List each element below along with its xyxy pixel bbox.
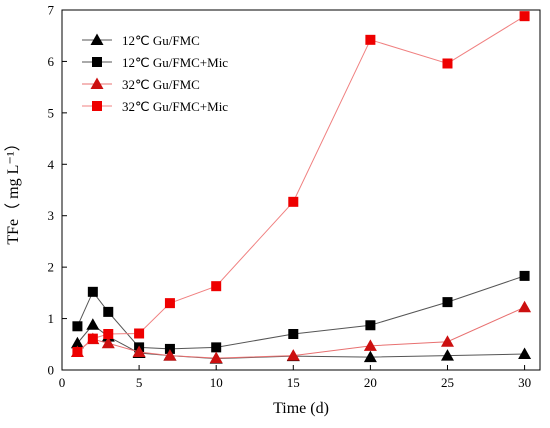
legend-item-1: 12℃ Gu/FMC (82, 33, 200, 48)
x-tick-label: 15 (287, 375, 300, 390)
data-point (440, 335, 454, 347)
series-4 (72, 11, 530, 357)
series-line (76, 275, 525, 350)
data-point (365, 34, 376, 45)
legend-label: 32℃ Gu/FMC (122, 77, 200, 92)
legend-label: 12℃ Gu/FMC+Mic (122, 55, 228, 70)
data-point (363, 339, 377, 351)
y-axis-title: TFe（ mg L⁻¹） (4, 135, 22, 244)
y-tick-label: 5 (48, 105, 55, 120)
plot-frame (61, 9, 541, 371)
series-line (77, 15, 525, 353)
data-point (134, 328, 145, 339)
data-point (519, 11, 530, 22)
x-tick-label: 0 (59, 375, 66, 390)
data-point (163, 349, 177, 361)
data-point (440, 349, 454, 361)
data-point (209, 351, 223, 364)
y-tick-label: 1 (48, 311, 55, 326)
data-point (164, 298, 175, 309)
legend-item-2: 12℃ Gu/FMC+Mic (82, 55, 228, 70)
series-layer (70, 11, 532, 364)
data-point (70, 336, 84, 349)
data-point (72, 347, 83, 357)
legend-label: 32℃ Gu/FMC+Mic (122, 99, 228, 114)
y-tick-label: 3 (48, 208, 55, 223)
legend-marker (92, 101, 102, 111)
legend-marker (90, 77, 104, 89)
y-tick-label: 4 (48, 157, 55, 172)
data-point (286, 349, 300, 361)
legend-item-3: 32℃ Gu/FMC (82, 77, 200, 92)
data-point (442, 58, 453, 69)
legend-label: 12℃ Gu/FMC (122, 33, 200, 48)
data-point (164, 343, 175, 354)
data-point (518, 300, 532, 313)
data-point (103, 306, 114, 317)
data-point (442, 297, 453, 308)
data-point (87, 333, 98, 344)
series-2 (72, 270, 530, 354)
data-point (211, 342, 222, 353)
data-point (87, 286, 98, 297)
x-axis-title: Time (d) (273, 400, 329, 417)
legend-item-4: 32℃ Gu/FMC+Mic (82, 99, 228, 114)
axis-ticks: 0 5 10 15 20 25 30 0 1 2 3 4 5 6 7 (48, 3, 532, 391)
x-tick-label: 20 (364, 375, 377, 390)
y-tick-label: 0 (48, 363, 55, 378)
series-line (77, 324, 525, 360)
data-point (72, 321, 83, 332)
legend-marker (90, 33, 104, 45)
plot-area-border (61, 9, 541, 371)
x-tick-label: 30 (518, 375, 531, 390)
x-tick-label: 25 (441, 375, 454, 390)
data-point (288, 196, 299, 207)
y-tick-label: 6 (48, 54, 55, 69)
legend: 12℃ Gu/FMC 12℃ Gu/FMC+Mic 32℃ Gu/FMC 32℃ Gu… (82, 33, 228, 114)
data-point (518, 347, 532, 360)
y-tick-label: 2 (48, 260, 55, 275)
data-point (103, 329, 114, 339)
data-point (86, 318, 100, 330)
x-tick-label: 10 (210, 375, 223, 390)
data-point (132, 345, 146, 357)
data-point (365, 320, 376, 331)
series-line (77, 306, 525, 359)
legend-marker (92, 57, 102, 67)
data-point (101, 336, 115, 349)
data-point (363, 350, 377, 363)
data-point (519, 270, 530, 281)
x-tick-label: 5 (136, 375, 143, 390)
y-tick-label: 7 (48, 3, 55, 18)
data-point (211, 281, 222, 292)
data-point (288, 329, 299, 339)
